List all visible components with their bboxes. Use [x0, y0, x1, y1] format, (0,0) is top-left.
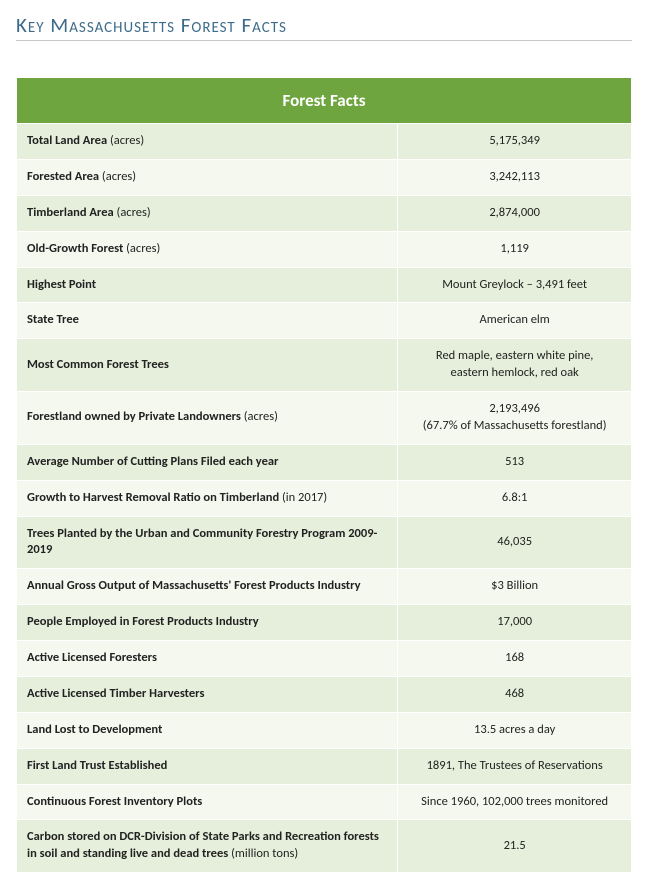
table-row: Annual Gross Output of Massachusetts' Fo…	[17, 569, 632, 605]
fact-label: Carbon stored on DCR-Division of State P…	[17, 820, 398, 873]
table-row: Land Lost to Development13.5 acres a day	[17, 712, 632, 748]
fact-value: 6.8:1	[398, 480, 632, 516]
table-row: Active Licensed Timber Harvesters468	[17, 676, 632, 712]
fact-label: Timberland Area (acres)	[17, 195, 398, 231]
fact-value: 468	[398, 676, 632, 712]
fact-value: Red maple, eastern white pine,eastern he…	[398, 339, 632, 392]
table-row: Highest PointMount Greylock – 3,491 feet	[17, 267, 632, 303]
table-header: Forest Facts	[17, 78, 632, 124]
fact-label: Forested Area (acres)	[17, 159, 398, 195]
fact-value: Since 1960, 102,000 trees monitored	[398, 784, 632, 820]
fact-label: Trees Planted by the Urban and Community…	[17, 516, 398, 569]
forest-facts-table: Forest Facts Total Land Area (acres)5,17…	[16, 77, 632, 873]
fact-value: 13.5 acres a day	[398, 712, 632, 748]
fact-value: 168	[398, 641, 632, 677]
fact-label: Annual Gross Output of Massachusetts' Fo…	[17, 569, 398, 605]
table-row: Most Common Forest TreesRed maple, easte…	[17, 339, 632, 392]
fact-value: 5,175,349	[398, 124, 632, 160]
fact-label: Old-Growth Forest (acres)	[17, 231, 398, 267]
table-row: Trees Planted by the Urban and Community…	[17, 516, 632, 569]
fact-value: American elm	[398, 303, 632, 339]
table-row: Active Licensed Foresters168	[17, 641, 632, 677]
fact-label: First Land Trust Established	[17, 748, 398, 784]
fact-label: Total Land Area (acres)	[17, 124, 398, 160]
fact-value: 2,874,000	[398, 195, 632, 231]
fact-value: 21.5	[398, 820, 632, 873]
fact-label: Land Lost to Development	[17, 712, 398, 748]
fact-label: Active Licensed Foresters	[17, 641, 398, 677]
table-row: Forested Area (acres)3,242,113	[17, 159, 632, 195]
fact-label: Active Licensed Timber Harvesters	[17, 676, 398, 712]
fact-value: 46,035	[398, 516, 632, 569]
table-row: Forestland owned by Private Landowners (…	[17, 392, 632, 445]
page-title: Key Massachusetts Forest Facts	[16, 12, 632, 41]
fact-label: Growth to Harvest Removal Ratio on Timbe…	[17, 480, 398, 516]
fact-label: Highest Point	[17, 267, 398, 303]
fact-label: Average Number of Cutting Plans Filed ea…	[17, 444, 398, 480]
fact-value: 1891, The Trustees of Reservations	[398, 748, 632, 784]
fact-value: 2,193,496(67.7% of Massachusetts forestl…	[398, 392, 632, 445]
fact-label: Most Common Forest Trees	[17, 339, 398, 392]
fact-value: $3 Billion	[398, 569, 632, 605]
fact-label: People Employed in Forest Products Indus…	[17, 605, 398, 641]
fact-label: State Tree	[17, 303, 398, 339]
table-row: State TreeAmerican elm	[17, 303, 632, 339]
fact-label: Continuous Forest Inventory Plots	[17, 784, 398, 820]
fact-value: 17,000	[398, 605, 632, 641]
fact-value: 3,242,113	[398, 159, 632, 195]
fact-value: 1,119	[398, 231, 632, 267]
table-row: Old-Growth Forest (acres)1,119	[17, 231, 632, 267]
table-row: First Land Trust Established1891, The Tr…	[17, 748, 632, 784]
table-row: Average Number of Cutting Plans Filed ea…	[17, 444, 632, 480]
fact-value: Mount Greylock – 3,491 feet	[398, 267, 632, 303]
fact-value: 513	[398, 444, 632, 480]
table-row: People Employed in Forest Products Indus…	[17, 605, 632, 641]
table-row: Continuous Forest Inventory PlotsSince 1…	[17, 784, 632, 820]
table-row: Total Land Area (acres)5,175,349	[17, 124, 632, 160]
table-row: Growth to Harvest Removal Ratio on Timbe…	[17, 480, 632, 516]
fact-label: Forestland owned by Private Landowners (…	[17, 392, 398, 445]
table-row: Timberland Area (acres)2,874,000	[17, 195, 632, 231]
table-row: Carbon stored on DCR-Division of State P…	[17, 820, 632, 873]
